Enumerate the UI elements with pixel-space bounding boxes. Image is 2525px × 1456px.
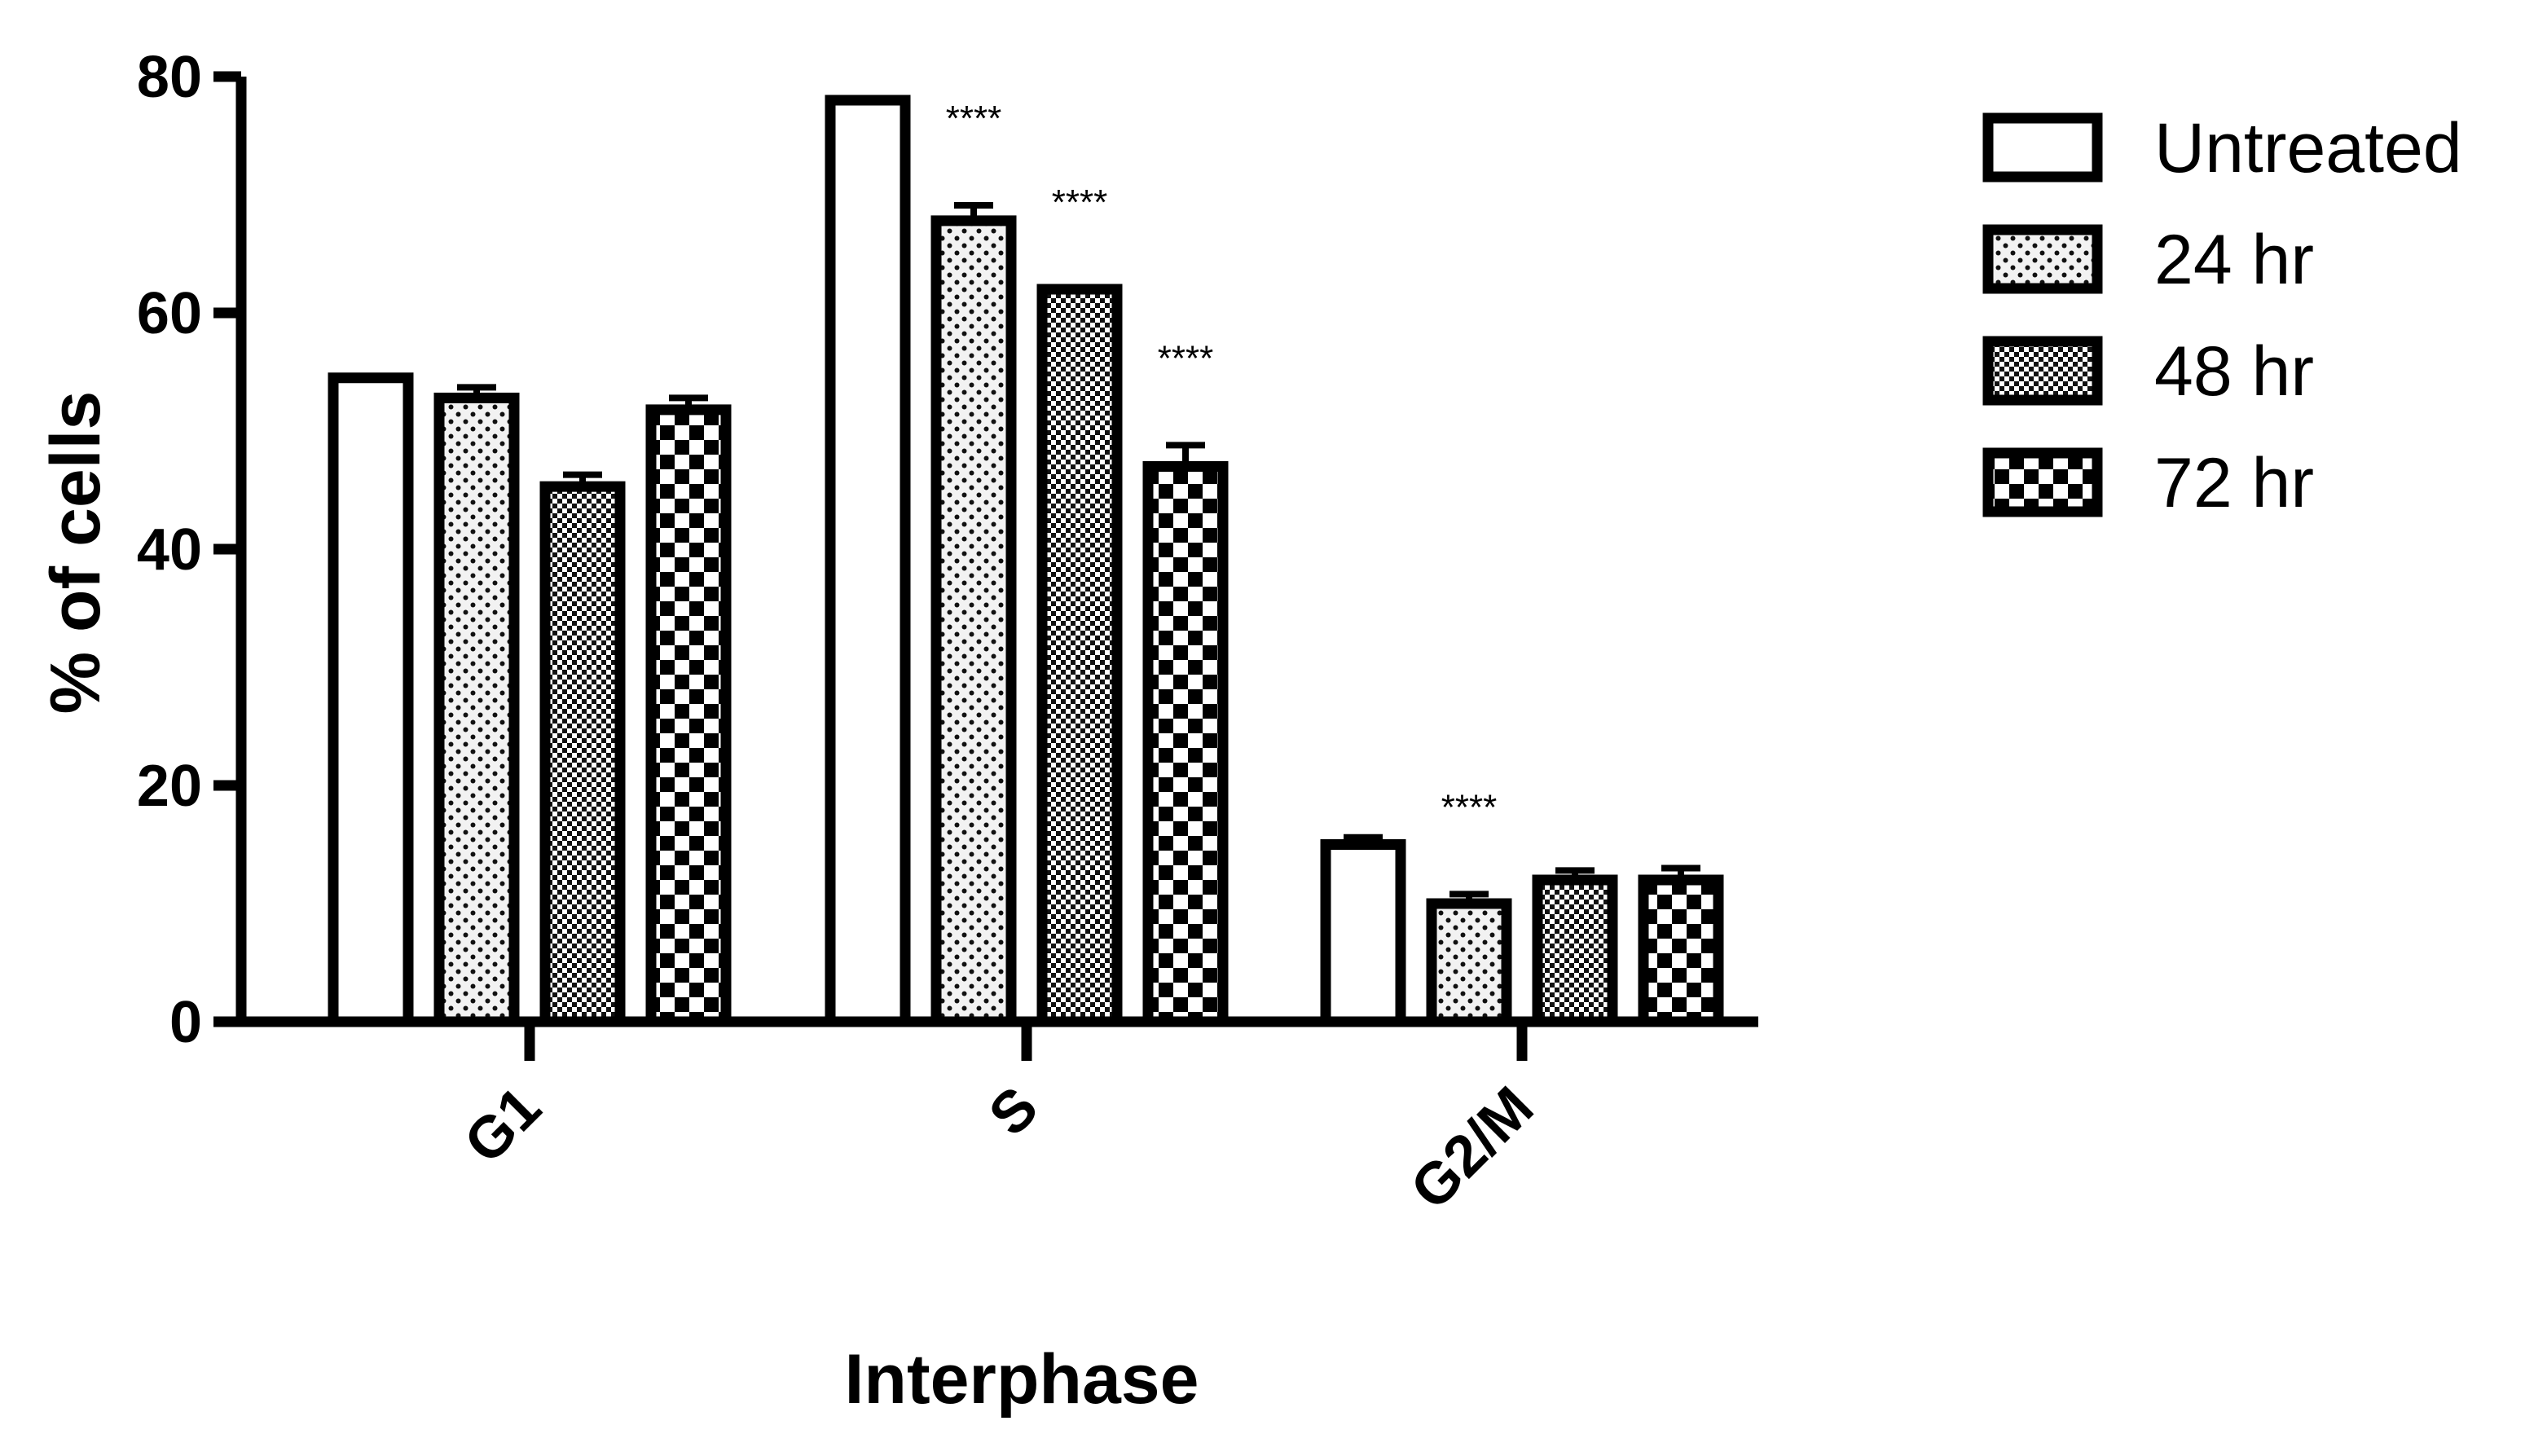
bar-g2-m-24-hr: [1426, 898, 1512, 1027]
bar-g1-24-hr: [433, 392, 520, 1027]
y-tick-label: 40: [137, 517, 202, 583]
legend-swatch-untreated: [1982, 112, 2103, 183]
x-axis-title: Interphase: [845, 1340, 1199, 1419]
bar-g1-72-hr: [645, 404, 732, 1027]
bar-s-24-hr: [930, 215, 1017, 1027]
bar-g1-untreated: [328, 372, 414, 1027]
bar-g2-m-untreated: [1320, 839, 1406, 1027]
legend-swatch-48-hr: [1982, 336, 2103, 406]
y-axis-title: % of cells: [37, 391, 115, 715]
bar-g2-m-48-hr: [1532, 874, 1618, 1027]
bar-g2-m-72-hr: [1638, 874, 1724, 1027]
bar-g1-48-hr: [539, 481, 626, 1027]
y-ticks: 0 20 40 60 80: [137, 45, 241, 1055]
y-tick-label: 0: [169, 990, 202, 1055]
significance-label-s-24-hr: ****: [946, 99, 1002, 139]
legend-label-untreated: Untreated: [2154, 109, 2462, 187]
legend-label-72-hr: 72 hr: [2154, 444, 2314, 522]
significance-label-s-48-hr: ****: [1052, 183, 1108, 222]
y-tick-label: 80: [137, 45, 202, 110]
x-ticks: G1 S G2/M: [452, 1022, 1546, 1222]
significance-label-s-72-hr: ****: [1158, 338, 1214, 378]
x-category-label-g2-m: G2/M: [1398, 1075, 1546, 1222]
bar-s-72-hr: [1142, 461, 1229, 1027]
x-category-label-g1: G1: [452, 1075, 553, 1176]
bar-s-48-hr: [1036, 284, 1123, 1027]
x-category-label-s: S: [977, 1075, 1051, 1149]
legend-label-24-hr: 24 hr: [2154, 221, 2314, 299]
significance-label-g2-m-24-hr: ****: [1441, 787, 1498, 827]
legend-swatch-24-hr: [1982, 224, 2103, 294]
annotations-layer: **** **** **** ****: [946, 99, 1498, 827]
y-tick-label: 60: [137, 281, 202, 346]
legend-label-48-hr: 48 hr: [2154, 332, 2314, 411]
legend: Untreated 24 hr 48 hr 72 hr: [1982, 109, 2462, 522]
y-tick-label: 20: [137, 754, 202, 819]
legend-swatch-72-hr: [1982, 447, 2103, 517]
bar-s-untreated: [825, 95, 911, 1027]
bars-layer: [328, 95, 1724, 1027]
